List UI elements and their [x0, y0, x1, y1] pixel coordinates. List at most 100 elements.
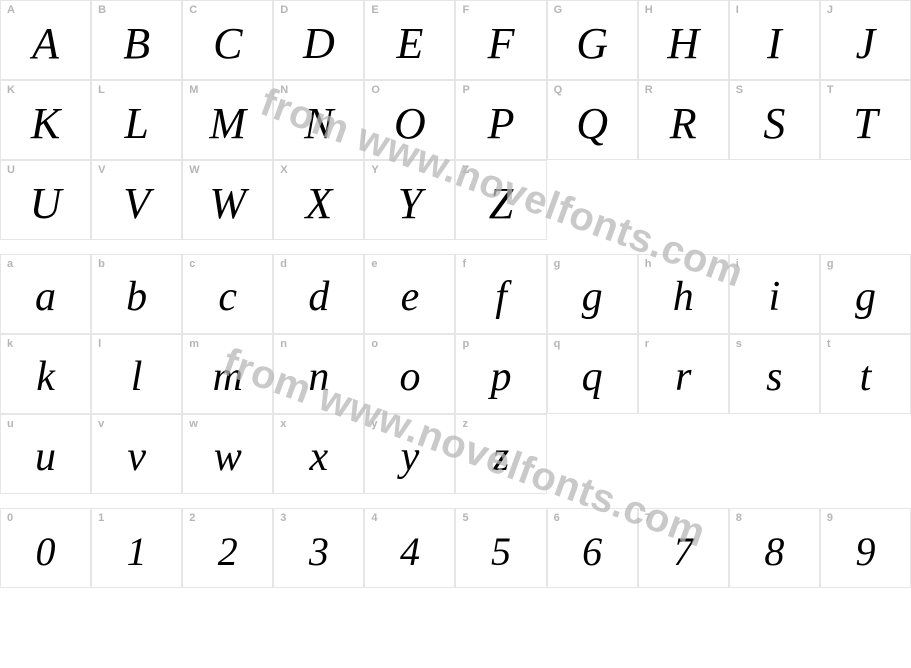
glyph: e: [365, 255, 454, 333]
key-label: G: [554, 4, 563, 16]
key-label: o: [371, 338, 378, 350]
key-label: M: [189, 84, 198, 96]
glyph-cell: TT: [820, 80, 911, 160]
glyph: r: [639, 335, 728, 413]
glyph-cell: dd: [273, 254, 364, 334]
glyph: I: [730, 1, 819, 79]
glyph-cell: gg: [547, 254, 638, 334]
key-label: F: [462, 4, 469, 16]
key-label: O: [371, 84, 380, 96]
key-label: V: [98, 164, 105, 176]
glyph: t: [821, 335, 910, 413]
glyph-cell: pp: [455, 334, 546, 414]
key-label: K: [7, 84, 15, 96]
key-label: e: [371, 258, 377, 270]
glyph-cell: 00: [0, 508, 91, 588]
key-label: t: [827, 338, 831, 350]
key-label: u: [7, 418, 14, 430]
glyph-cell: FF: [455, 0, 546, 80]
lowercase-section: aabbccddeeffgghhiiggkkllmmnnooppqqrrsstt…: [0, 254, 911, 494]
glyph: 7: [639, 509, 728, 587]
glyph: h: [639, 255, 728, 333]
key-label: B: [98, 4, 106, 16]
key-label: 8: [736, 512, 742, 524]
glyph-cell: NN: [273, 80, 364, 160]
key-label: h: [645, 258, 652, 270]
glyph-cell: VV: [91, 160, 182, 240]
key-label: U: [7, 164, 15, 176]
glyph: 2: [183, 509, 272, 587]
glyph-cell: rr: [638, 334, 729, 414]
glyph: l: [92, 335, 181, 413]
glyph-cell: BB: [91, 0, 182, 80]
key-label: q: [554, 338, 561, 350]
glyph: o: [365, 335, 454, 413]
glyph: b: [92, 255, 181, 333]
glyph-cell: OO: [364, 80, 455, 160]
glyph: g: [821, 255, 910, 333]
key-label: x: [280, 418, 286, 430]
key-label: d: [280, 258, 287, 270]
key-label: b: [98, 258, 105, 270]
glyph-cell: LL: [91, 80, 182, 160]
glyph: 9: [821, 509, 910, 587]
glyph: a: [1, 255, 90, 333]
glyph-cell: DD: [273, 0, 364, 80]
glyph-cell: 66: [547, 508, 638, 588]
key-label: Z: [462, 164, 469, 176]
key-label: Y: [371, 164, 378, 176]
glyph-cell: CC: [182, 0, 273, 80]
key-label: 7: [645, 512, 651, 524]
glyph-cell: 22: [182, 508, 273, 588]
glyph-cell: QQ: [547, 80, 638, 160]
glyph: c: [183, 255, 272, 333]
glyph-cell: qq: [547, 334, 638, 414]
section-gap: [0, 240, 911, 254]
glyph: L: [92, 81, 181, 159]
key-label: 5: [462, 512, 468, 524]
glyph-cell: oo: [364, 334, 455, 414]
glyph: 8: [730, 509, 819, 587]
glyph: x: [274, 415, 363, 493]
glyph-cell: PP: [455, 80, 546, 160]
key-label: Q: [554, 84, 563, 96]
glyph-cell: mm: [182, 334, 273, 414]
glyph-cell: 44: [364, 508, 455, 588]
key-label: w: [189, 418, 198, 430]
glyph-cell: bb: [91, 254, 182, 334]
uppercase-section: AABBCCDDEEFFGGHHIIJJKKLLMMNNOOPPQQRRSSTT…: [0, 0, 911, 240]
glyph-cell: 11: [91, 508, 182, 588]
key-label: 9: [827, 512, 833, 524]
glyph-cell: ii: [729, 254, 820, 334]
glyph-cell: UU: [0, 160, 91, 240]
glyph-cell: 88: [729, 508, 820, 588]
key-label: S: [736, 84, 743, 96]
glyph-cell: 55: [455, 508, 546, 588]
glyph: p: [456, 335, 545, 413]
key-label: 1: [98, 512, 104, 524]
glyph-cell: HH: [638, 0, 729, 80]
key-label: W: [189, 164, 199, 176]
glyph: S: [730, 81, 819, 159]
glyph-cell: JJ: [820, 0, 911, 80]
glyph: 4: [365, 509, 454, 587]
glyph: F: [456, 1, 545, 79]
glyph: y: [365, 415, 454, 493]
key-label: D: [280, 4, 288, 16]
digits-section: 00112233445566778899: [0, 508, 911, 588]
glyph-cell: ll: [91, 334, 182, 414]
key-label: 3: [280, 512, 286, 524]
key-label: 0: [7, 512, 13, 524]
glyph: E: [365, 1, 454, 79]
glyph: i: [730, 255, 819, 333]
key-label: s: [736, 338, 742, 350]
glyph: f: [456, 255, 545, 333]
key-label: y: [371, 418, 377, 430]
glyph: 5: [456, 509, 545, 587]
glyph-cell: SS: [729, 80, 820, 160]
glyph: k: [1, 335, 90, 413]
glyph-cell: uu: [0, 414, 91, 494]
glyph-cell: ee: [364, 254, 455, 334]
glyph-cell: gg: [820, 254, 911, 334]
glyph-cell: nn: [273, 334, 364, 414]
